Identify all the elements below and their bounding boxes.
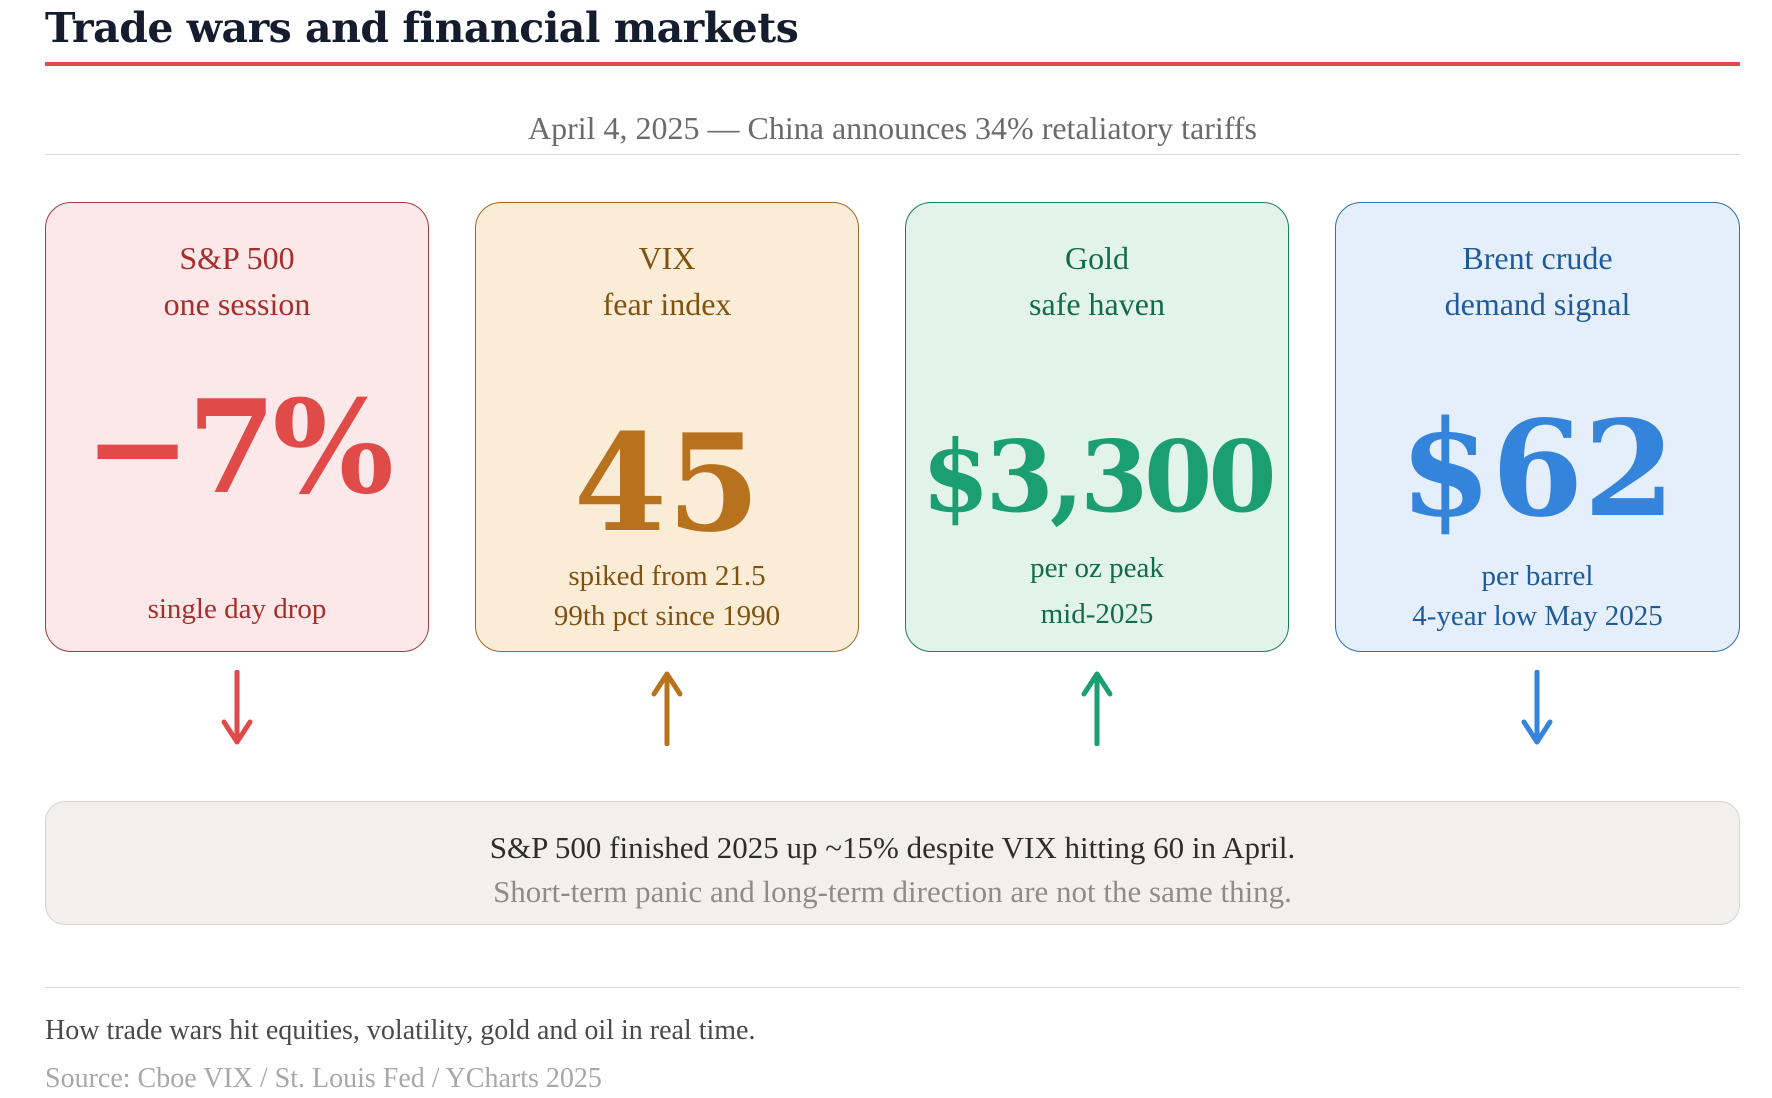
card-value: $62: [1399, 392, 1676, 547]
card-label: VIX fear index: [476, 235, 858, 327]
card-note-line1: per barrel: [1481, 560, 1594, 592]
card-label-name: Brent crude: [1462, 240, 1613, 276]
card-label: Brent crude demand signal: [1336, 235, 1739, 327]
card-gold: Gold safe haven $3,300 per oz peak mid-2…: [905, 202, 1289, 652]
arrow-up-icon: [1077, 670, 1117, 746]
infographic: Trade wars and financial markets April 4…: [45, 0, 1740, 1098]
card-value: −7%: [84, 373, 394, 523]
card-note-line2: 4-year low May 2025: [1412, 600, 1663, 632]
card-label-detail: demand signal: [1444, 286, 1631, 322]
summary-takeaway: Short-term panic and long-term direction…: [493, 874, 1292, 909]
card-label: Gold safe haven: [906, 235, 1288, 327]
caption: How trade wars hit equities, volatility,…: [45, 1015, 756, 1046]
card-note: per oz peak mid-2025: [906, 545, 1288, 637]
card-label-name: S&P 500: [179, 240, 295, 276]
card-note-line1: per oz peak: [1030, 552, 1164, 584]
card-note: single day drop: [46, 589, 428, 629]
card-label-name: Gold: [1065, 240, 1129, 276]
card-note-line1: single day drop: [147, 593, 327, 625]
card-value: $3,300: [921, 420, 1276, 535]
card-label-detail: safe haven: [1029, 286, 1165, 322]
footer-divider: [45, 987, 1740, 988]
page-title: Trade wars and financial markets: [45, 4, 799, 52]
card-label-detail: one session: [163, 286, 311, 322]
card-note-line2: mid-2025: [1040, 598, 1154, 630]
summary-box: S&P 500 finished 2025 up ~15% despite VI…: [45, 801, 1740, 925]
card-label-detail: fear index: [602, 286, 732, 322]
arrow-down-icon: [217, 670, 257, 746]
card-note: spiked from 21.5 99th pct since 1990: [476, 556, 858, 636]
source-note: Source: Cboe VIX / St. Louis Fed / YChar…: [45, 1063, 602, 1094]
subtitle-divider: [45, 154, 1740, 155]
summary-headline: S&P 500 finished 2025 up ~15% despite VI…: [489, 830, 1296, 865]
arrow-down-icon: [1517, 670, 1557, 746]
card-note-line1: spiked from 21.5: [568, 560, 766, 592]
card-label-name: VIX: [638, 240, 696, 276]
card-label: S&P 500 one session: [46, 235, 428, 327]
card-note: per barrel 4-year low May 2025: [1336, 556, 1739, 636]
card-brent-crude: Brent crude demand signal $62 per barrel…: [1335, 202, 1740, 652]
card-sp500: S&P 500 one session −7% single day drop: [45, 202, 429, 652]
card-vix: VIX fear index 45 spiked from 21.5 99th …: [475, 202, 859, 652]
card-note-line2: 99th pct since 1990: [553, 600, 781, 632]
card-value: 45: [573, 404, 761, 562]
title-divider: [45, 62, 1740, 66]
event-subtitle: April 4, 2025 — China announces 34% reta…: [527, 110, 1257, 146]
arrow-up-icon: [647, 670, 687, 746]
